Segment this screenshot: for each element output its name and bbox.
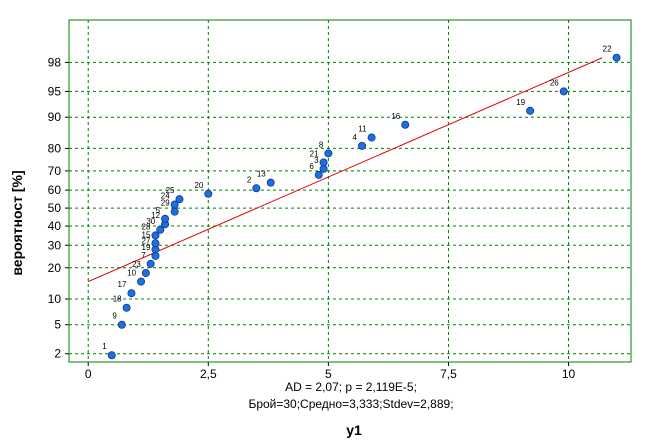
point-label: 13	[257, 170, 266, 179]
plot-frame	[68, 19, 632, 363]
data-point	[266, 178, 275, 187]
y-tick-label: 60	[48, 183, 62, 197]
data-point	[358, 141, 367, 150]
x-tick-label: 7,5	[440, 367, 457, 381]
x-tick-label: 10	[562, 367, 576, 381]
data-point	[127, 289, 136, 298]
data-point	[319, 158, 328, 167]
point-label: 23	[132, 260, 141, 269]
x-axis-label: y1	[346, 422, 362, 438]
point-label: 17	[118, 280, 127, 289]
y-tick-label: 70	[48, 164, 62, 178]
y-tick-label: 5	[54, 318, 61, 332]
y-tick-label: 90	[48, 110, 62, 124]
point-label: 22	[603, 45, 612, 54]
data-point	[559, 87, 568, 96]
point-label: 27	[142, 236, 151, 245]
point-label: 15	[142, 230, 151, 239]
y-tick-label: 2	[54, 347, 61, 361]
data-point	[170, 200, 179, 209]
data-point	[526, 106, 535, 115]
point-label: 7	[141, 251, 146, 260]
y-tick-label: 40	[48, 219, 62, 233]
data-point	[141, 269, 150, 278]
y-tick-label: 20	[48, 261, 62, 275]
data-point	[314, 170, 323, 179]
x-tick-labels: 0 2,5 5 7,5 10	[85, 367, 576, 381]
y-tick-label: 50	[48, 201, 62, 215]
point-label: 26	[550, 78, 559, 87]
y-axis-label: вероятност [%]	[9, 170, 25, 275]
point-label: 8	[319, 140, 324, 149]
data-point	[151, 231, 160, 240]
data-point	[324, 149, 333, 158]
data-point	[175, 195, 184, 204]
y-tick-label: 98	[48, 55, 62, 69]
point-label: 21	[310, 149, 319, 158]
data-point	[170, 207, 179, 216]
stats-line-2: Брой=30;Средно=3,333;Stdev=2,889;	[248, 397, 453, 411]
point-label: 11	[358, 125, 367, 134]
point-label: 9	[112, 312, 117, 321]
fit-line	[88, 57, 603, 283]
data-point	[204, 189, 213, 198]
fit-line-layer	[88, 57, 603, 283]
data-point	[107, 351, 116, 360]
point-label: 3	[314, 156, 319, 165]
point-label: 25	[166, 186, 175, 195]
data-point	[146, 259, 155, 268]
stats-line-1: AD = 2,07; p = 2,119E-5;	[285, 380, 417, 394]
point-label: 10	[127, 269, 136, 278]
x-tick-label: 2,5	[200, 367, 217, 381]
point-label: 16	[391, 112, 400, 121]
data-point	[122, 303, 131, 312]
point-label: 6	[309, 162, 314, 171]
point-label: 19	[142, 243, 151, 252]
grid-lines	[65, 20, 631, 366]
data-point	[252, 184, 261, 193]
point-label: 4	[353, 133, 358, 142]
point-label: 30	[146, 217, 155, 226]
x-tick-label: 5	[325, 367, 332, 381]
point-labels: 1918171023719271528301252924252021363218…	[102, 45, 612, 352]
data-point	[612, 53, 621, 62]
point-label: 19	[516, 98, 525, 107]
point-label: 28	[142, 222, 151, 231]
point-label: 20	[194, 181, 203, 190]
point-label: 2	[247, 175, 252, 184]
point-label: 24	[161, 192, 170, 201]
data-point	[401, 120, 410, 129]
data-point	[367, 133, 376, 142]
y-tick-label: 95	[48, 84, 62, 98]
data-points	[107, 53, 621, 360]
data-point	[117, 320, 126, 329]
data-point	[161, 214, 170, 223]
point-label: 12	[151, 211, 160, 220]
data-point	[151, 239, 160, 248]
point-label: 29	[161, 199, 170, 208]
x-tick-label: 0	[85, 367, 92, 381]
point-label: 18	[113, 295, 122, 304]
y-tick-labels: 2 5 10 20 30 40 50 60 70 80 90 95 98	[48, 55, 62, 360]
point-label: 5	[156, 206, 161, 215]
point-label: 1	[102, 342, 107, 351]
data-point	[156, 225, 165, 234]
y-tick-label: 80	[48, 141, 62, 155]
y-tick-label: 10	[48, 292, 62, 306]
data-point	[137, 277, 146, 286]
y-tick-label: 30	[48, 238, 62, 252]
